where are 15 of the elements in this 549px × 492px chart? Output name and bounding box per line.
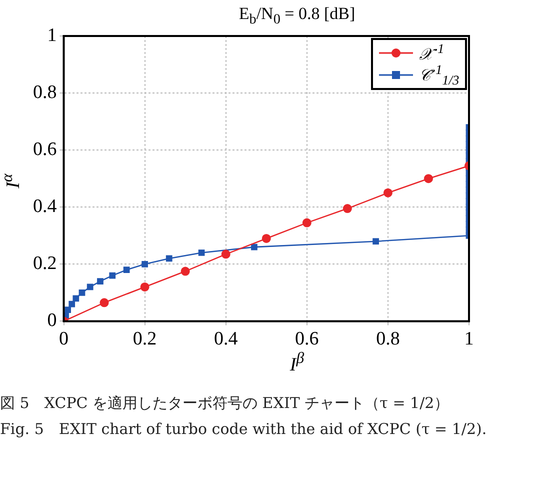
x-tick-label: 0.6 bbox=[295, 328, 319, 350]
y-tick-label: 0.2 bbox=[33, 253, 57, 274]
x-tick-label: 0.2 bbox=[132, 328, 157, 350]
caption: 図 5 XCPC を適用したターボ符号の EXIT チャート（τ = 1/2） bbox=[0, 393, 450, 414]
y-tick-label: 1 bbox=[47, 24, 57, 46]
y-tick-label: 0.8 bbox=[33, 82, 57, 104]
caption: Fig. 5 EXIT chart of turbo code with the aid of XCPC (τ = 1/2). bbox=[0, 419, 488, 440]
x-tick-label: 0.8 bbox=[376, 328, 400, 350]
y-tick-label: 0 bbox=[47, 310, 57, 332]
y-tick-label: 0.6 bbox=[33, 139, 57, 160]
x-tick-label: 0.4 bbox=[214, 328, 238, 350]
x-tick-label: 1 bbox=[464, 328, 474, 350]
y-tick-label: 0.4 bbox=[33, 196, 58, 218]
x-axis-title: I$^{β}$ bbox=[288, 350, 306, 376]
chart-title: E$_{b}$/N$_{0}$ = 0.8 [dB] bbox=[238, 4, 356, 28]
